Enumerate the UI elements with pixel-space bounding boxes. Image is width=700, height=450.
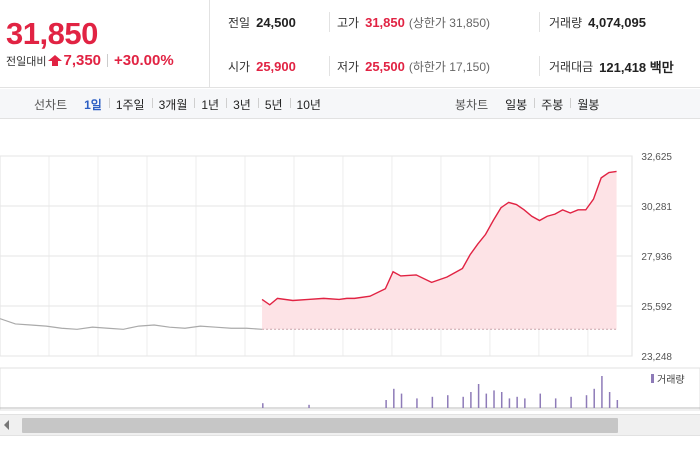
stat-note: (상한가 31,850) — [408, 15, 491, 30]
period-tab-1d[interactable]: 1일 — [84, 97, 102, 112]
quote-stats: 전일 24,500 고가 31,850 (상한가 31,850) 거래량 4,0… — [210, 0, 700, 88]
volume-bar — [262, 403, 264, 408]
stat-high: 고가 31,850 (상한가 31,850) — [337, 12, 490, 32]
volume-bar — [400, 393, 403, 408]
column-divider — [539, 12, 540, 32]
volume-bar — [308, 404, 310, 408]
period-tab-3y[interactable]: 3년 — [226, 96, 258, 113]
quote-panel: 31,850 전일대비 7,350 +30.00% 전일 24,500 고가 3… — [0, 0, 700, 88]
stat-value: 121,418 백만 — [599, 59, 674, 75]
stat-value: 25,900 — [256, 58, 296, 74]
volume-bar — [470, 392, 472, 408]
y-tick-label: 23,248 — [641, 352, 672, 363]
column-divider — [329, 12, 330, 32]
volume-bar — [462, 396, 464, 408]
stat-value: 25,500 — [365, 58, 405, 74]
change-row: 전일대비 7,350 +30.00% — [6, 52, 174, 69]
volume-bar — [485, 393, 488, 408]
stat-label: 고가 — [337, 15, 360, 30]
price-line-previous — [0, 318, 263, 330]
volume-bar — [416, 398, 418, 408]
y-tick-label: 32,625 — [641, 152, 672, 163]
volume-bar — [516, 396, 518, 408]
upper-limit-arrow-icon — [48, 55, 63, 66]
volume-bar — [524, 398, 526, 408]
price-area-fill — [262, 171, 617, 330]
price-box: 31,850 전일대비 7,350 +30.00% — [0, 0, 210, 88]
volume-bar — [593, 388, 595, 408]
volume-bar — [508, 398, 511, 408]
volume-bar — [477, 384, 480, 408]
volume-bar — [554, 398, 557, 408]
candle-tab-weekly[interactable]: 주봉 — [534, 96, 570, 113]
line-chart-title: 선차트 — [34, 97, 68, 112]
chart-canvas: 32,625 30,281 27,936 25,592 23,248 — [0, 152, 700, 411]
stat-label: 거래대금 — [549, 59, 594, 74]
stat-volume: 거래량 4,074,095 — [549, 12, 646, 32]
period-tab-10y[interactable]: 10년 — [289, 96, 328, 113]
volume-legend-label: 거래량 — [657, 375, 685, 386]
change-label: 전일대비 — [6, 55, 47, 68]
candle-tab-monthly[interactable]: 월봉 — [570, 96, 606, 113]
column-divider — [539, 56, 540, 76]
volume-bar — [608, 392, 611, 408]
price-chart: 32,625 30,281 27,936 25,592 23,248 거래량 — [0, 120, 700, 412]
scroll-thumb[interactable] — [22, 418, 618, 433]
stat-value: 24,500 — [256, 14, 296, 30]
y-tick-label: 27,936 — [641, 252, 672, 263]
current-price: 31,850 — [6, 16, 98, 51]
volume-pane — [0, 367, 700, 411]
period-tab-1y[interactable]: 1년 — [194, 96, 226, 113]
volume-bar — [447, 395, 449, 408]
stat-low: 저가 25,500 (하한가 17,150) — [337, 56, 490, 76]
volume-bar — [601, 376, 603, 408]
stat-label: 전일 — [228, 15, 251, 30]
change-amount: 7,350 — [63, 52, 102, 69]
stat-label: 시가 — [228, 59, 251, 74]
volume-bar — [539, 393, 542, 408]
volume-bar — [585, 395, 588, 408]
candle-tab-daily[interactable]: 일봉 — [505, 97, 528, 112]
stat-trade-value: 거래대금 121,418 백만 — [549, 56, 674, 76]
y-tick-label: 25,592 — [641, 302, 672, 313]
volume-bar — [493, 390, 495, 408]
volume-legend: 거래량 — [651, 371, 685, 386]
period-tab-5y[interactable]: 5년 — [257, 96, 290, 113]
period-tab-3m[interactable]: 3개월 — [151, 96, 195, 113]
stat-value: 31,850 — [365, 14, 405, 30]
column-divider — [329, 56, 330, 76]
stat-open: 시가 25,900 — [228, 56, 296, 76]
stat-value: 4,074,095 — [588, 14, 646, 30]
volume-bar — [385, 400, 387, 408]
price-line-today — [261, 170, 617, 306]
change-divider — [107, 54, 109, 67]
candle-chart-group: 봉차트 일봉 주봉 월봉 — [455, 89, 606, 119]
chart-toolbar: 선차트 1일 1주일 3개월 1년 3년 5년 10년 봉차트 일봉 주봉 월봉 — [0, 89, 700, 119]
y-tick-label: 30,281 — [641, 202, 672, 213]
candle-chart-title: 봉차트 — [455, 97, 489, 112]
stat-label: 거래량 — [549, 15, 583, 30]
stat-label: 저가 — [337, 59, 360, 74]
volume-bar — [616, 400, 619, 408]
volume-bar — [431, 396, 434, 408]
line-chart-period-group: 선차트 1일 1주일 3개월 1년 3년 5년 10년 — [34, 89, 328, 119]
volume-bar — [500, 392, 503, 408]
change-rate: +30.00% — [114, 52, 174, 69]
volume-legend-swatch — [651, 374, 654, 383]
chart-scrollbar[interactable] — [0, 414, 700, 436]
stat-prev-close: 전일 24,500 — [228, 12, 296, 32]
stat-note: (하한가 17,150) — [408, 59, 491, 74]
scroll-left-arrow-icon[interactable] — [4, 420, 9, 430]
volume-bar — [570, 396, 572, 408]
volume-bar — [393, 388, 395, 408]
period-tab-1w[interactable]: 1주일 — [108, 96, 152, 113]
